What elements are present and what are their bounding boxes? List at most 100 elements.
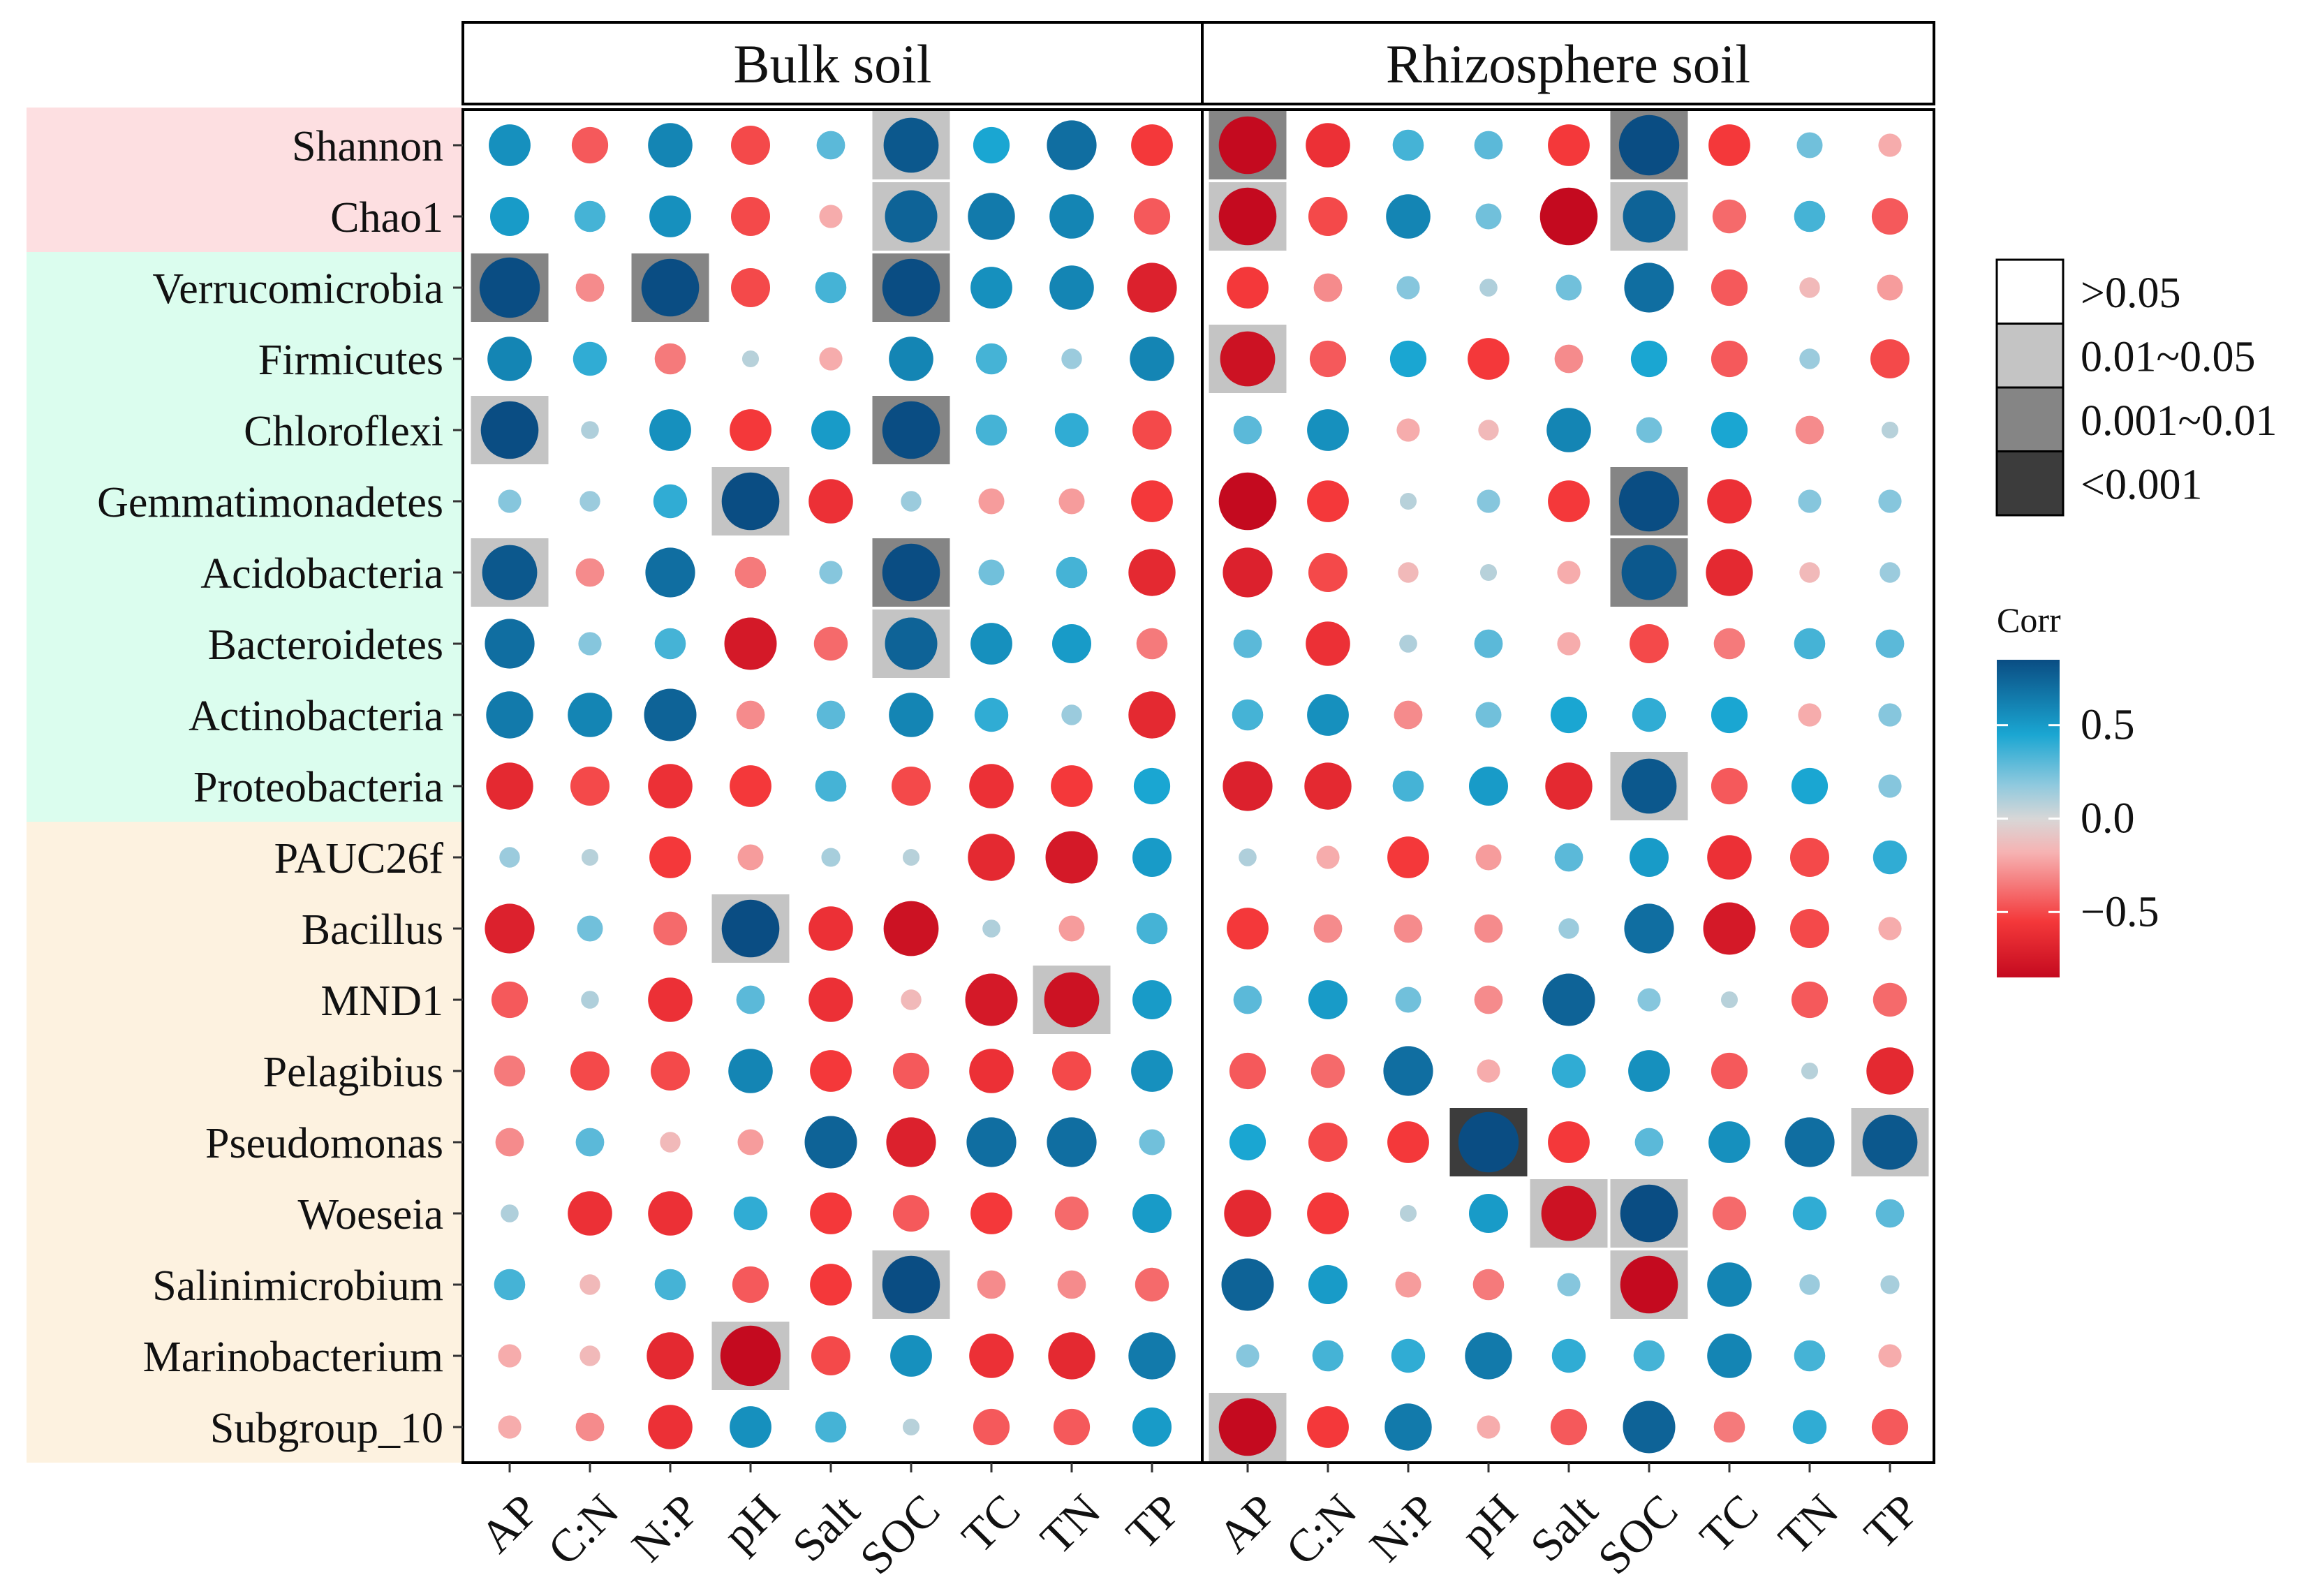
corr-dot (1469, 1194, 1508, 1233)
corr-dot (1052, 1051, 1091, 1091)
corr-dot (1557, 1273, 1581, 1296)
corr-dot (1128, 549, 1176, 596)
corr-dot (651, 1051, 690, 1091)
corr-dot (973, 126, 1010, 164)
corr-dot (482, 545, 538, 600)
corr-dot (653, 484, 688, 519)
corr-dot (1792, 1410, 1827, 1444)
corr-dot (1131, 480, 1173, 522)
corr-dot (1307, 694, 1349, 736)
corr-dot (808, 906, 853, 951)
corr-dot (1875, 1199, 1905, 1228)
colorbar-tick-label: 0.0 (2081, 795, 2135, 843)
corr-dot (728, 1049, 773, 1093)
corr-dot (975, 414, 1007, 446)
corr-dot (1706, 549, 1753, 596)
corr-dot (644, 688, 697, 741)
corr-dot (808, 479, 853, 524)
corr-dot (1713, 628, 1745, 660)
corr-dot (968, 193, 1015, 240)
corr-dot (977, 1270, 1006, 1299)
corr-dot (1785, 1117, 1835, 1167)
corr-dot (1131, 124, 1173, 166)
corr-dot (647, 1332, 694, 1380)
corr-dot (1132, 980, 1172, 1019)
corr-dot (1399, 492, 1417, 510)
corr-dot (816, 131, 845, 160)
corr-dot (1061, 348, 1082, 369)
corr-dot (1711, 767, 1748, 805)
p-legend-key (1995, 386, 2065, 452)
corr-dot (660, 1132, 681, 1153)
corr-dot (1541, 1185, 1597, 1241)
corr-dot (1394, 700, 1423, 730)
corr-dot (819, 205, 843, 228)
corr-dot (1304, 762, 1352, 810)
panel-title: Bulk soil (734, 34, 932, 94)
p-legend-key (1995, 323, 2065, 389)
y-tick-label: Firmicutes (258, 337, 443, 384)
row-group-band-phylum (27, 252, 463, 822)
corr-dot (1306, 621, 1350, 666)
corr-dot (581, 991, 599, 1009)
corr-dot (1551, 1338, 1586, 1373)
corr-dot (1220, 331, 1276, 387)
corr-dot (1139, 1129, 1165, 1155)
corr-dot (579, 1274, 600, 1295)
corr-dot (889, 337, 933, 381)
y-tick-label: Marinobacterium (143, 1333, 443, 1381)
x-tick-label: TC (1690, 1485, 1768, 1562)
x-tick-label: Salt (783, 1485, 869, 1572)
corr-dot (969, 1333, 1014, 1378)
corr-dot (575, 1128, 605, 1157)
p-legend-label: 0.001~0.01 (2081, 397, 2277, 445)
panel-header (1201, 21, 1935, 105)
corr-dot (1386, 194, 1431, 239)
corr-dot (885, 190, 938, 243)
corr-dot (741, 350, 760, 368)
corr-dot (1313, 914, 1343, 943)
corr-dot (1395, 1271, 1421, 1298)
corr-dot (648, 977, 693, 1022)
corr-dot (1878, 133, 1902, 157)
corr-dot (498, 1415, 522, 1439)
corr-dot (1394, 914, 1423, 943)
corr-dot (1475, 844, 1502, 871)
corr-dot (1550, 1408, 1588, 1446)
corr-dot (1621, 758, 1677, 814)
corr-dot (973, 1408, 1010, 1446)
corr-dot (486, 691, 533, 739)
corr-dot (494, 1055, 526, 1087)
corr-dot (1236, 1344, 1260, 1368)
corr-dot (654, 1269, 686, 1301)
corr-dot (730, 409, 771, 451)
x-tick-label: TP (1854, 1485, 1928, 1559)
corr-dot (1877, 274, 1903, 301)
corr-dot (581, 848, 599, 866)
corr-dot (1707, 835, 1752, 880)
corr-dot (479, 257, 540, 318)
corr-dot (815, 1411, 847, 1443)
corr-dot (1873, 982, 1907, 1017)
corr-dot (892, 767, 931, 806)
corr-dot (1058, 915, 1085, 942)
corr-dot (733, 1196, 768, 1231)
corr-dot (1623, 190, 1676, 243)
corr-dot (1474, 985, 1503, 1014)
corr-dot (1239, 848, 1257, 866)
corr-dot (811, 411, 850, 450)
corr-dot (810, 1264, 852, 1306)
x-tick-label: TN (1769, 1485, 1849, 1565)
corr-dot (1548, 124, 1590, 166)
corr-dot (883, 117, 939, 173)
corr-dot (1792, 1196, 1827, 1231)
corr-dot (1713, 1411, 1745, 1443)
y-tick-label: Actinobacteria (189, 693, 443, 740)
corr-dot (1633, 1340, 1665, 1372)
corr-dot (1132, 1407, 1172, 1447)
corr-dot (1044, 972, 1100, 1028)
corr-dot (902, 1418, 920, 1436)
corr-dot (1135, 1267, 1169, 1302)
row-group-band-genus (27, 822, 463, 1463)
corr-dot (1308, 1123, 1347, 1162)
